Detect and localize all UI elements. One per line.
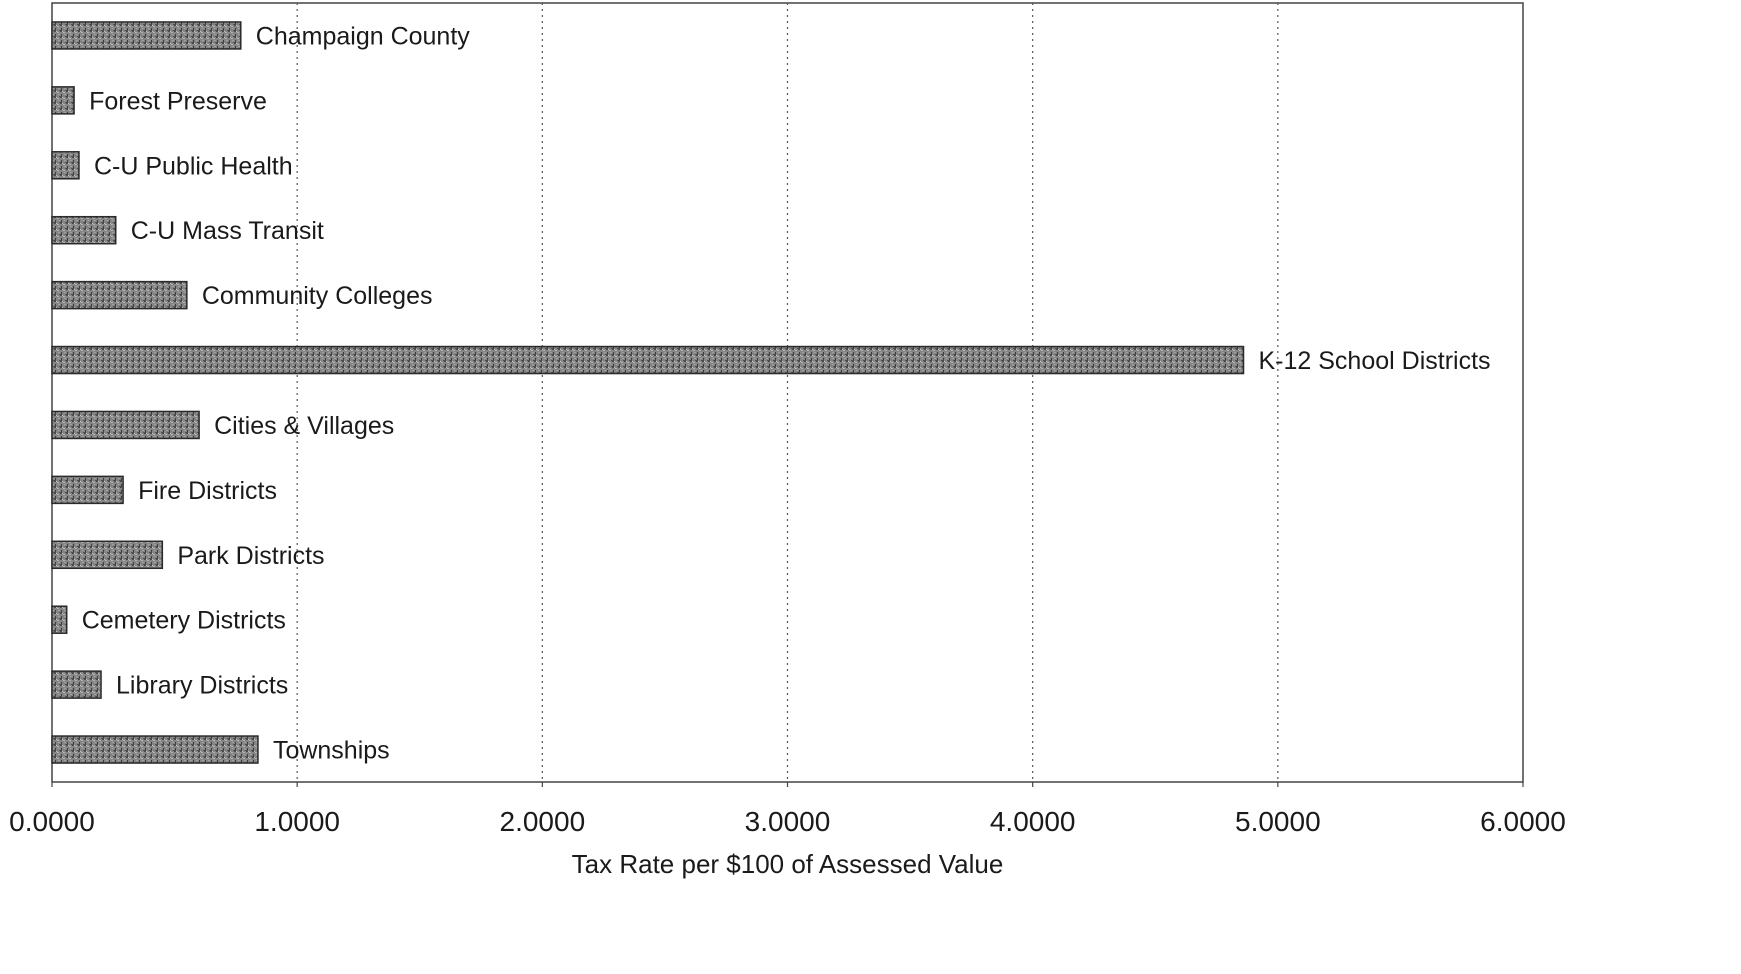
- bar-label: Fire Districts: [138, 477, 277, 505]
- bar: [51, 410, 200, 440]
- gridlines: [296, 3, 1279, 782]
- bar-label: Cemetery Districts: [82, 607, 286, 635]
- x-tick-label: 5.0000: [1235, 806, 1321, 837]
- bar: [51, 735, 259, 764]
- bar-label: Townships: [273, 737, 390, 765]
- bar-label: Park Districts: [177, 542, 324, 570]
- bar: [51, 605, 68, 634]
- x-tick-label: 6.0000: [1480, 806, 1566, 837]
- bar: [51, 151, 80, 180]
- bar-label: C-U Public Health: [94, 152, 293, 180]
- x-tick-label: 4.0000: [990, 806, 1076, 837]
- bar-label: Champaign County: [256, 22, 471, 50]
- x-tick-label: 0.0000: [9, 806, 95, 837]
- bar: [51, 86, 75, 115]
- bar-label: Library Districts: [116, 672, 288, 700]
- x-tick-label: 2.0000: [500, 806, 586, 837]
- bar-label: C-U Mass Transit: [131, 217, 324, 245]
- bar: [51, 345, 1245, 375]
- x-tick-label: 1.0000: [254, 806, 340, 837]
- bars: [51, 21, 1245, 764]
- x-axis-title: Tax Rate per $100 of Assessed Value: [572, 849, 1004, 879]
- bar-labels: Champaign County Forest Preserve C-U Publi…: [82, 22, 1491, 764]
- x-tick-label: 3.0000: [745, 806, 831, 837]
- plot-border: [51, 2, 1524, 783]
- bar-label: Forest Preserve: [89, 87, 267, 115]
- bar-label: K-12 School Districts: [1259, 347, 1491, 375]
- plot-area: [51, 2, 1524, 783]
- bar: [51, 670, 102, 699]
- bar-label: Community Colleges: [202, 282, 433, 310]
- bar: [51, 21, 242, 50]
- bar: [51, 475, 124, 505]
- bar-label: Cities & Villages: [214, 412, 394, 440]
- bar: [51, 540, 164, 570]
- bar: [51, 280, 188, 310]
- bar: [51, 215, 117, 245]
- x-axis-ticks: 0.0000 1.0000 2.0000 3.0000 4.0000 5.0000 6.00…: [9, 782, 1566, 837]
